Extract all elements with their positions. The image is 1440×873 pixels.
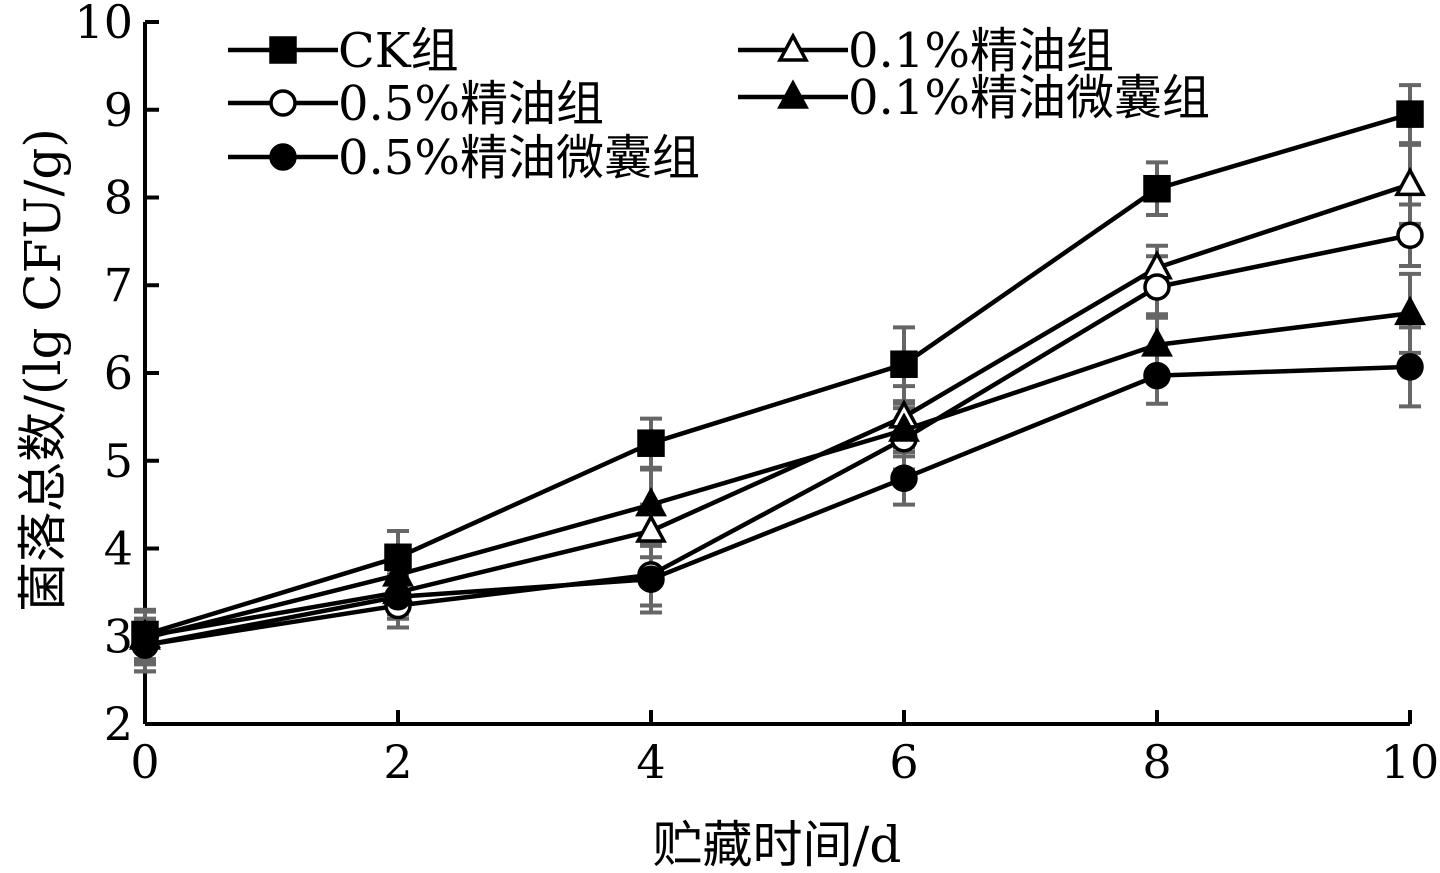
legend: CK组 0.1%精油组 0.5%精油组 0.1%精油微囊组 0.5%精油微囊组 xyxy=(228,23,1210,186)
data-point-series-1 xyxy=(890,350,918,378)
legend-marker xyxy=(269,89,297,117)
data-point-series-4 xyxy=(1141,327,1173,357)
x-tick-label: 2 xyxy=(383,735,412,789)
y-tick-label: 8 xyxy=(104,171,133,225)
data-point-series-2 xyxy=(635,513,667,543)
y-tick-label: 6 xyxy=(104,346,133,400)
data-point-series-4 xyxy=(888,412,920,442)
data-point-series-5 xyxy=(890,464,918,493)
series-line-3 xyxy=(144,233,1411,648)
data-point-series-1 xyxy=(1143,174,1171,203)
y-tick-label: 2 xyxy=(104,697,133,751)
y-tick-label: 5 xyxy=(104,434,133,488)
data-point-series-2 xyxy=(1394,166,1426,197)
data-point-series-5 xyxy=(131,631,159,659)
data-point-series-1 xyxy=(1396,100,1424,128)
x-tick-label: 8 xyxy=(1142,735,1171,789)
y-tick-label: 4 xyxy=(104,522,133,576)
legend-label: 0.1%精油微囊组 xyxy=(848,70,1210,126)
data-point-series-3 xyxy=(1396,221,1424,249)
data-point-series-5 xyxy=(637,565,665,593)
data-point-series-1 xyxy=(637,429,665,457)
x-tick-label: 10 xyxy=(1381,735,1440,789)
legend-marker xyxy=(269,36,297,64)
legend-marker xyxy=(777,32,809,62)
data-point-series-4 xyxy=(1394,295,1426,326)
x-tick-label: 0 xyxy=(130,735,159,789)
error-bars xyxy=(134,83,1421,674)
series-line-1 xyxy=(144,111,1411,637)
y-tick-label: 3 xyxy=(104,609,133,663)
series-line-5 xyxy=(144,364,1411,648)
y-tick-label: 7 xyxy=(104,258,133,312)
series-line-2 xyxy=(144,182,1411,639)
legend-marker xyxy=(777,79,809,109)
series-line-4 xyxy=(144,311,1411,641)
legend-marker xyxy=(269,143,297,171)
data-point-series-5 xyxy=(384,583,412,611)
data-point-series-5 xyxy=(1143,361,1171,390)
data-point-series-4 xyxy=(635,486,667,517)
x-tick-label: 6 xyxy=(889,735,918,789)
x-axis-label: 贮藏时间/d xyxy=(653,816,902,869)
x-tick-label: 4 xyxy=(636,735,665,789)
y-tick-label: 10 xyxy=(74,0,133,49)
data-point-series-3 xyxy=(1143,273,1171,301)
y-axis-label: 菌落总数/(lg CFU/g) xyxy=(14,128,72,612)
legend-label: 0.1%精油组 xyxy=(848,23,1114,79)
y-tick-label: 9 xyxy=(104,83,133,137)
legend-label: 0.5%精油组 xyxy=(338,76,604,132)
data-point-series-5 xyxy=(1396,353,1424,381)
series-markers xyxy=(129,100,1426,659)
legend-label: 0.5%精油微囊组 xyxy=(338,130,700,186)
series-lines xyxy=(144,111,1411,648)
legend-label: CK组 xyxy=(338,23,459,79)
